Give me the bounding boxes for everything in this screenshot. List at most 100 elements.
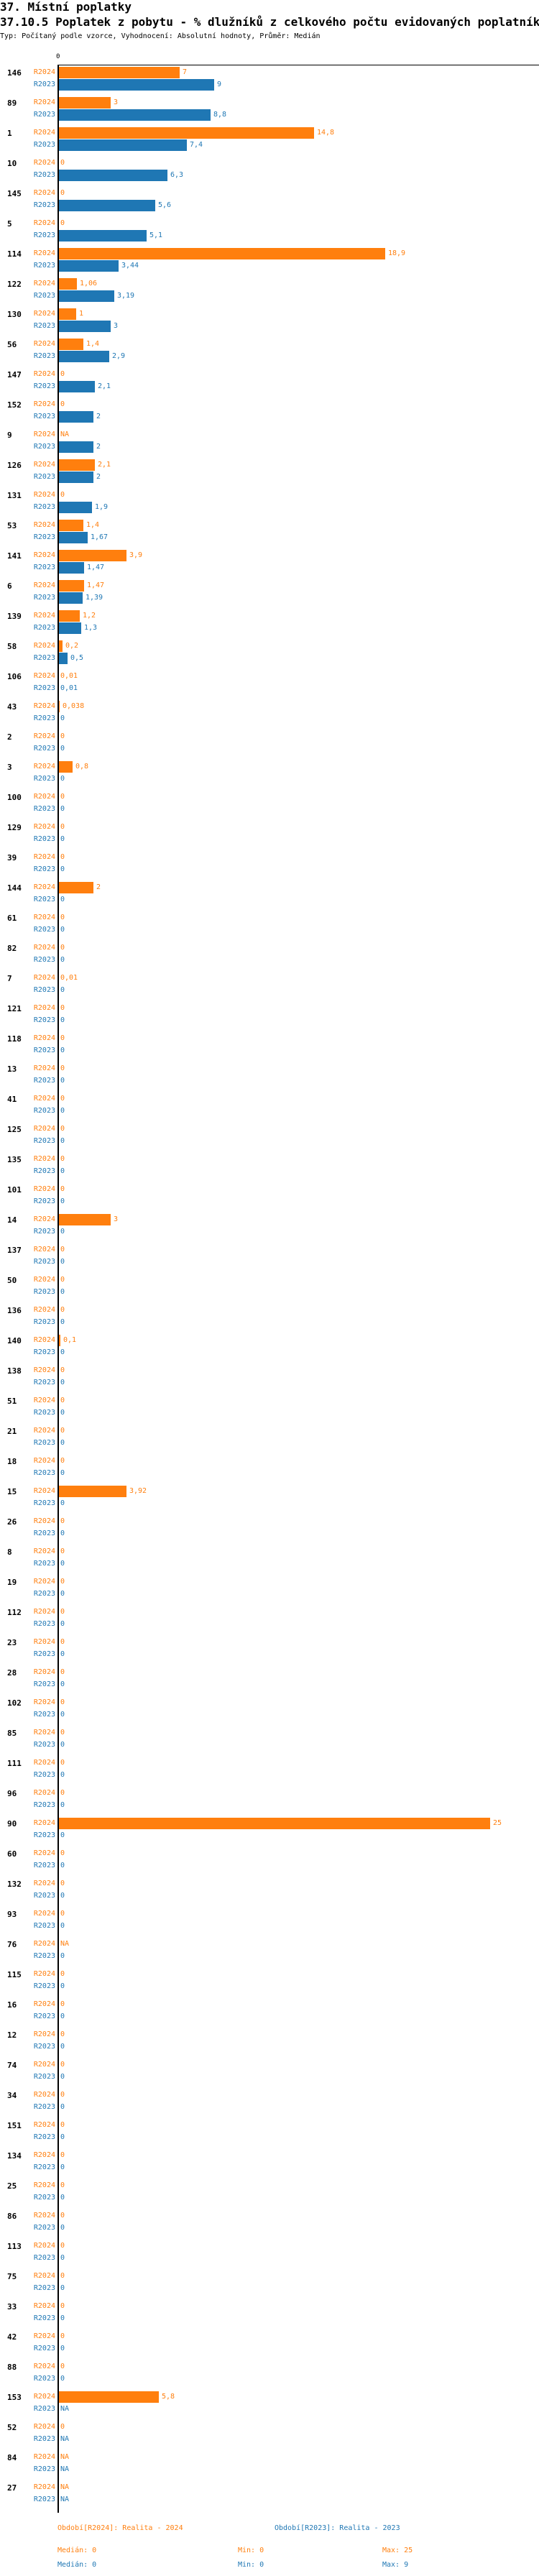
bar-r2024 bbox=[59, 761, 73, 773]
data-label: 0 bbox=[60, 1922, 65, 1930]
data-label: 1 bbox=[79, 310, 84, 318]
series-label: R2024 bbox=[33, 1608, 55, 1616]
category-label: 18 bbox=[7, 1457, 17, 1466]
category-label: 125 bbox=[7, 1125, 22, 1134]
category-label: 131 bbox=[7, 491, 22, 500]
data-label: 3 bbox=[114, 1215, 119, 1223]
data-label: 0 bbox=[60, 2073, 65, 2081]
data-label: 0 bbox=[60, 1620, 65, 1628]
series-label: R2023 bbox=[33, 714, 55, 722]
data-label: 5,1 bbox=[149, 231, 163, 239]
series-label: R2024 bbox=[33, 1759, 55, 1767]
series-label: R2023 bbox=[33, 1680, 55, 1688]
series-label: R2023 bbox=[33, 292, 55, 300]
y-axis-line bbox=[57, 65, 59, 2513]
series-label: R2023 bbox=[33, 533, 55, 541]
category-label: 138 bbox=[7, 1366, 22, 1376]
data-label: 0 bbox=[60, 1318, 65, 1326]
data-label: 0 bbox=[60, 1397, 65, 1404]
series-label: R2024 bbox=[33, 1698, 55, 1706]
series-label: R2024 bbox=[33, 1880, 55, 1887]
series-label: R2023 bbox=[33, 443, 55, 451]
series-label: R2023 bbox=[33, 1952, 55, 1960]
data-label: 0 bbox=[60, 1892, 65, 1900]
data-label: 0 bbox=[60, 370, 65, 378]
bar-r2024 bbox=[59, 248, 385, 259]
legend-r2023-max: Max: 9 bbox=[382, 2561, 409, 2569]
data-label: 0 bbox=[60, 2181, 65, 2189]
series-label: R2023 bbox=[33, 1016, 55, 1024]
data-label: NA bbox=[60, 2496, 70, 2503]
data-label: 0 bbox=[60, 2043, 65, 2051]
series-label: R2023 bbox=[33, 2133, 55, 2141]
series-label: R2024 bbox=[33, 1246, 55, 1254]
series-label: R2024 bbox=[33, 793, 55, 801]
series-label: R2024 bbox=[33, 2453, 55, 2461]
category-label: 23 bbox=[7, 1638, 17, 1647]
series-label: R2023 bbox=[33, 2435, 55, 2443]
data-label: 0 bbox=[60, 1970, 65, 1978]
series-label: R2023 bbox=[33, 1077, 55, 1085]
category-label: 147 bbox=[7, 370, 22, 380]
data-label: 0 bbox=[60, 1862, 65, 1869]
data-label: 0 bbox=[60, 2000, 65, 2008]
series-label: R2024 bbox=[33, 823, 55, 831]
category-label: 25 bbox=[7, 2181, 17, 2191]
category-label: 86 bbox=[7, 2212, 17, 2221]
series-label: R2024 bbox=[33, 1095, 55, 1103]
data-label: 0 bbox=[60, 1650, 65, 1658]
data-label: NA bbox=[60, 431, 70, 438]
category-label: 140 bbox=[7, 1336, 22, 1346]
data-label: 2,1 bbox=[98, 461, 111, 469]
series-label: R2023 bbox=[33, 1197, 55, 1205]
data-label: 0 bbox=[60, 1348, 65, 1356]
series-label: R2024 bbox=[33, 310, 55, 318]
series-label: R2024 bbox=[33, 2181, 55, 2189]
series-label: R2023 bbox=[33, 654, 55, 662]
series-label: R2023 bbox=[33, 322, 55, 330]
bar-r2023 bbox=[59, 260, 119, 272]
category-label: 151 bbox=[7, 2121, 22, 2130]
bar-r2023 bbox=[59, 200, 155, 211]
series-label: R2024 bbox=[33, 2000, 55, 2008]
category-label: 88 bbox=[7, 2363, 17, 2372]
series-label: R2024 bbox=[33, 1276, 55, 1284]
data-label: 0 bbox=[60, 1982, 65, 1990]
data-label: 0 bbox=[60, 1560, 65, 1568]
series-label: R2023 bbox=[33, 835, 55, 843]
data-label: 0 bbox=[60, 1608, 65, 1616]
data-label: 0 bbox=[60, 1849, 65, 1857]
data-label: 0 bbox=[60, 2272, 65, 2280]
data-label: 0 bbox=[60, 1952, 65, 1960]
category-label: 96 bbox=[7, 1789, 17, 1798]
bar-r2024 bbox=[59, 882, 93, 893]
category-label: 15 bbox=[7, 1487, 17, 1496]
series-label: R2023 bbox=[33, 111, 55, 119]
series-label: R2024 bbox=[33, 1155, 55, 1163]
data-label: 0 bbox=[60, 1107, 65, 1115]
data-label: 0 bbox=[60, 745, 65, 753]
series-label: R2023 bbox=[33, 624, 55, 632]
series-label: R2023 bbox=[33, 171, 55, 179]
data-label: 0 bbox=[60, 1427, 65, 1435]
series-label: R2023 bbox=[33, 745, 55, 753]
category-label: 146 bbox=[7, 68, 22, 78]
category-label: 42 bbox=[7, 2332, 17, 2342]
category-label: 115 bbox=[7, 1970, 22, 1979]
category-label: 52 bbox=[7, 2423, 17, 2432]
category-label: 16 bbox=[7, 2000, 17, 2010]
series-label: R2023 bbox=[33, 2163, 55, 2171]
bar-r2024 bbox=[59, 339, 83, 350]
data-label: 0 bbox=[60, 491, 65, 499]
series-label: R2024 bbox=[33, 2332, 55, 2340]
series-label: R2023 bbox=[33, 2496, 55, 2503]
data-label: 0 bbox=[60, 1517, 65, 1525]
data-label: 0 bbox=[60, 1185, 65, 1193]
data-label: 7 bbox=[183, 68, 188, 76]
data-label: 0 bbox=[60, 1789, 65, 1797]
category-label: 136 bbox=[7, 1306, 22, 1315]
series-label: R2023 bbox=[33, 564, 55, 571]
data-label: 0,01 bbox=[60, 672, 78, 680]
data-label: 0 bbox=[60, 2314, 65, 2322]
bar-r2024 bbox=[59, 459, 95, 471]
